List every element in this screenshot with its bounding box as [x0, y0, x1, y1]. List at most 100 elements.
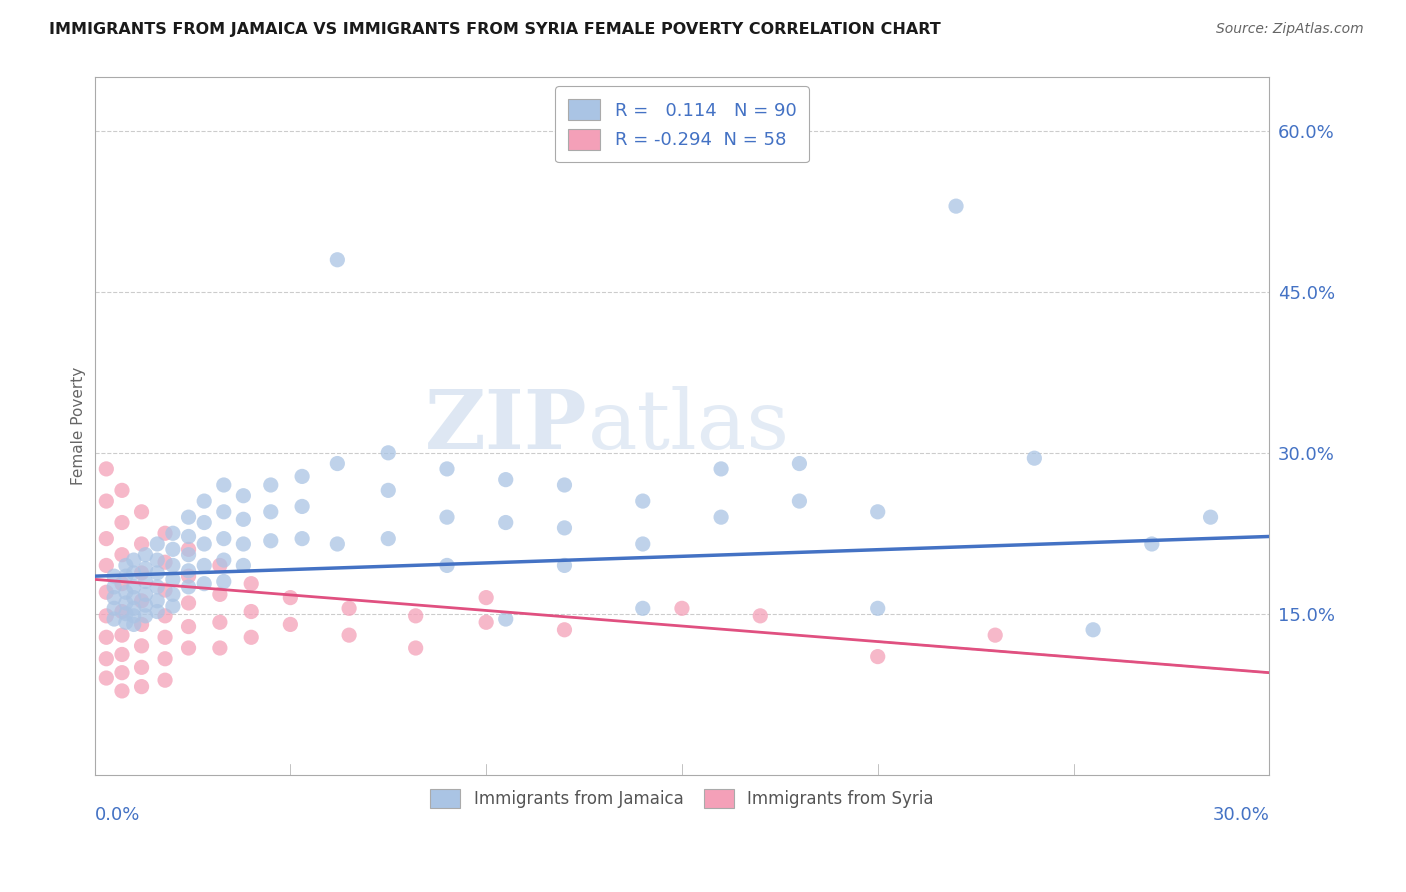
Point	[710, 462, 733, 476]
Point	[103, 580, 125, 594]
Point	[232, 537, 254, 551]
Point	[553, 521, 575, 535]
Point	[111, 648, 134, 662]
Point	[111, 516, 134, 530]
Point	[131, 566, 153, 580]
Point	[111, 628, 134, 642]
Point	[212, 553, 235, 567]
Point	[553, 623, 575, 637]
Point	[212, 478, 235, 492]
Point	[115, 569, 138, 583]
Point	[377, 532, 399, 546]
Point	[153, 555, 176, 569]
Point	[131, 639, 153, 653]
Point	[131, 617, 153, 632]
Point	[208, 558, 231, 573]
Point	[111, 548, 134, 562]
Text: Source: ZipAtlas.com: Source: ZipAtlas.com	[1216, 22, 1364, 37]
Point	[103, 569, 125, 583]
Point	[1081, 623, 1104, 637]
Point	[146, 594, 169, 608]
Point	[134, 562, 156, 576]
Point	[96, 532, 118, 546]
Point	[495, 612, 517, 626]
Point	[146, 566, 169, 580]
Point	[115, 558, 138, 573]
Point	[122, 566, 145, 580]
Point	[122, 591, 145, 605]
Point	[193, 494, 215, 508]
Point	[177, 640, 200, 655]
Point	[122, 553, 145, 567]
Point	[162, 587, 184, 601]
Point	[193, 537, 215, 551]
Point	[436, 462, 458, 476]
Point	[111, 605, 134, 619]
Point	[111, 684, 134, 698]
Point	[177, 542, 200, 557]
Point	[153, 673, 176, 688]
Point	[153, 630, 176, 644]
Point	[111, 665, 134, 680]
Point	[193, 516, 215, 530]
Point	[866, 649, 889, 664]
Point	[789, 494, 811, 508]
Text: 0.0%: 0.0%	[94, 806, 141, 824]
Point	[177, 564, 200, 578]
Point	[122, 580, 145, 594]
Text: ZIP: ZIP	[426, 386, 588, 466]
Point	[134, 598, 156, 612]
Point	[405, 640, 427, 655]
Point	[177, 529, 200, 543]
Point	[208, 615, 231, 630]
Point	[131, 537, 153, 551]
Point	[153, 583, 176, 598]
Point	[326, 457, 349, 471]
Point	[405, 608, 427, 623]
Point	[1140, 537, 1163, 551]
Point	[115, 615, 138, 630]
Point	[553, 478, 575, 492]
Point	[377, 483, 399, 498]
Legend: Immigrants from Jamaica, Immigrants from Syria: Immigrants from Jamaica, Immigrants from…	[423, 782, 941, 815]
Point	[103, 601, 125, 615]
Point	[495, 516, 517, 530]
Point	[122, 617, 145, 632]
Point	[212, 574, 235, 589]
Point	[232, 512, 254, 526]
Point	[631, 494, 654, 508]
Point	[134, 608, 156, 623]
Point	[162, 599, 184, 614]
Point	[162, 558, 184, 573]
Point	[162, 542, 184, 557]
Point	[337, 601, 360, 615]
Point	[193, 576, 215, 591]
Text: 30.0%: 30.0%	[1212, 806, 1270, 824]
Point	[710, 510, 733, 524]
Point	[177, 548, 200, 562]
Point	[96, 671, 118, 685]
Point	[208, 587, 231, 601]
Point	[553, 558, 575, 573]
Point	[146, 605, 169, 619]
Point	[177, 510, 200, 524]
Point	[631, 537, 654, 551]
Point	[326, 252, 349, 267]
Point	[153, 651, 176, 665]
Point	[212, 532, 235, 546]
Point	[103, 591, 125, 605]
Point	[96, 651, 118, 665]
Point	[111, 576, 134, 591]
Point	[146, 537, 169, 551]
Point	[177, 619, 200, 633]
Point	[162, 526, 184, 541]
Point	[280, 617, 302, 632]
Point	[103, 612, 125, 626]
Point	[96, 585, 118, 599]
Point	[495, 473, 517, 487]
Point	[631, 601, 654, 615]
Text: IMMIGRANTS FROM JAMAICA VS IMMIGRANTS FROM SYRIA FEMALE POVERTY CORRELATION CHAR: IMMIGRANTS FROM JAMAICA VS IMMIGRANTS FR…	[49, 22, 941, 37]
Point	[122, 601, 145, 615]
Text: atlas: atlas	[588, 386, 790, 466]
Point	[436, 510, 458, 524]
